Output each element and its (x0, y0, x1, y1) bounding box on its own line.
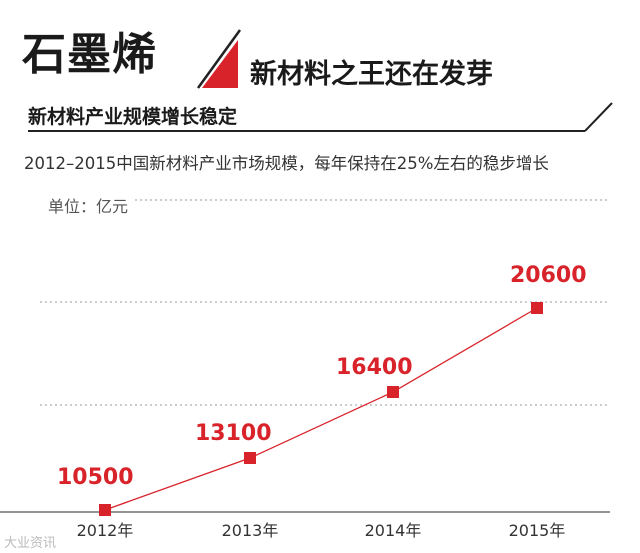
chart-title: 2012–2015中国新材料产业市场规模，每年保持在25%左右的稳步增长 (24, 154, 549, 173)
data-point (531, 302, 543, 314)
data-label: 13100 (195, 421, 272, 446)
grid-lines (40, 199, 610, 406)
page-title: 石墨烯 (22, 29, 157, 80)
watermark: 大业资讯 (4, 536, 57, 551)
slash-divider (196, 29, 242, 89)
unit-label: 单位：亿元 (48, 197, 129, 216)
data-label: 16400 (336, 355, 413, 380)
x-tick-label: 2015年 (509, 521, 566, 540)
data-label: 20600 (510, 263, 587, 288)
red-triangle-mark (202, 40, 238, 88)
x-tick-label: 2013年 (222, 521, 279, 540)
data-points (99, 302, 543, 516)
series-line (104, 307, 538, 511)
x-tick-label: 2014年 (365, 521, 422, 540)
data-point (387, 386, 399, 398)
section-title: 新材料产业规模增长稳定 (28, 106, 238, 128)
data-labels: 10500 13100 16400 20600 (57, 263, 587, 490)
x-tick-label: 2012年 (77, 521, 134, 540)
page-tagline: 新材料之王还在发芽 (250, 59, 493, 90)
data-point (244, 452, 256, 464)
data-label: 10500 (57, 465, 134, 490)
data-point (99, 504, 111, 516)
section-underline-corner (584, 102, 613, 132)
x-tick-labels: 2012年 2013年 2014年 2015年 (77, 521, 566, 540)
